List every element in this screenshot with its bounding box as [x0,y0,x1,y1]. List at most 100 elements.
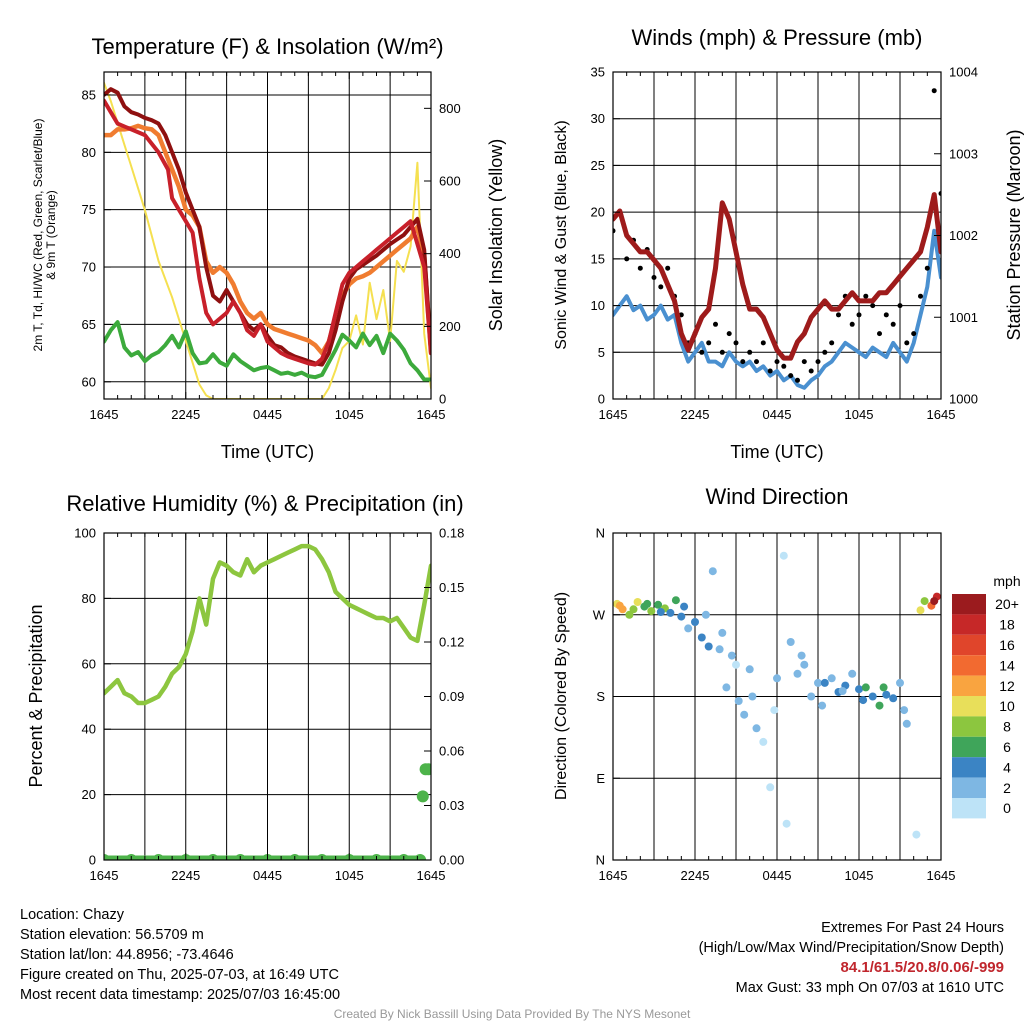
temperature-chart-title: Temperature (F) & Insolation (W/m²) [91,34,443,59]
direction-point [666,608,675,617]
y-tick-label: 65 [82,317,96,332]
gust-point [781,363,787,369]
legend-label: 14 [999,657,1015,673]
winds-y2-label: Station Pressure (Maroon) [1004,129,1024,340]
gust-point [699,349,705,355]
solar-line [104,81,431,399]
credit-text: Created By Nick Bassill Using Data Provi… [333,1007,691,1021]
y-tick-label: 80 [82,145,96,160]
direction-point [732,660,740,669]
direction-point [786,638,795,646]
pressure-line [613,192,941,361]
y-tick-label: S [596,689,605,704]
y-tick-label: W [593,607,606,622]
y2-tick-label: 1001 [949,310,978,325]
gust-point [849,321,855,327]
x-tick-label: 2245 [171,407,200,422]
speed-legend-title: mph [993,573,1020,589]
y-tick-label: 20 [82,787,96,802]
max-gust-text: Max Gust: 33 mph On 07/03 at 1610 UTC [735,980,1004,996]
y-tick-label: N [596,526,605,541]
gust-point [767,368,773,374]
legend-swatch [952,716,986,737]
y2-tick-label: 0.09 [439,689,464,704]
temp-line [104,98,431,367]
wind-direction-chart-title: Wind Direction [705,484,848,509]
temperature-y2-label: Solar Insolation (Yellow) [486,139,506,331]
direction-point [916,606,925,615]
direction-point [647,607,656,616]
y-tick-label: 100 [74,526,96,541]
y-tick-label: 60 [82,656,96,671]
legend-label: 2 [1003,780,1011,796]
y-tick-label: 10 [591,298,605,313]
legend-swatch [952,696,986,717]
direction-point [684,624,693,633]
y2-tick-label: 0.00 [439,853,464,868]
legend-swatch [952,634,986,656]
gust-point [637,265,643,271]
direction-point [625,610,634,619]
gust-point [918,293,923,299]
gust-point [808,368,814,374]
y-tick-label: 35 [591,65,605,80]
x-tick-label: 1645 [417,407,446,422]
direction-point [704,642,713,651]
direction-point [930,597,939,606]
legend-swatch [952,736,986,758]
legend-label: 4 [1003,759,1011,775]
direction-point [677,612,686,621]
winds-y-label: Sonic Wind & Gust (Blue, Black) [553,120,570,349]
x-tick-label: 1645 [927,868,956,883]
legend-label: 16 [999,637,1015,653]
y-tick-label: 20 [591,205,605,220]
gust-point [931,88,937,94]
y-tick-label: 40 [82,722,96,737]
elevation-text: Station elevation: 56.5709 m [20,927,204,943]
gust-point [740,359,746,365]
gust-point [665,265,671,271]
gust-point [795,377,800,383]
gust-point [774,359,780,365]
precip-point [104,854,110,860]
gust-point [801,359,807,365]
x-tick-label: 2245 [171,868,200,883]
y-tick-label: N [596,853,605,868]
direction-point [701,610,710,619]
gust-point [613,228,616,234]
direction-point [848,669,857,678]
gust-point [754,359,759,365]
gust-point [904,340,910,346]
legend-label: 12 [999,678,1015,694]
x-tick-label: 1645 [90,407,119,422]
extremes-description: (High/Low/Max Wind/Precipitation/Snow De… [698,940,1004,956]
direction-point [680,602,689,611]
direction-point [615,601,624,610]
gust-point [829,340,835,346]
direction-point [643,599,652,608]
precip-point [416,790,429,803]
direction-point [882,690,891,699]
figure-created-text: Figure created on Thu, 2025-07-03, at 16… [20,967,339,983]
direction-point [889,694,898,703]
plot-area [613,88,941,390]
direction-point [654,600,663,609]
y-tick-label: 85 [82,87,96,102]
y-tick-label: 5 [598,345,605,360]
gust-point [726,331,732,337]
gust-point [890,321,896,327]
extremes-info: Extremes For Past 24 Hours (High/Low/Max… [699,918,1004,998]
winds-x-label: Time (UTC) [730,442,823,462]
y2-tick-label: 0.12 [439,635,464,650]
latlon-text: Station lat/lon: 44.8956; -73.4646 [20,947,234,963]
direction-point [900,706,909,715]
y2-tick-label: 800 [439,101,461,116]
gust-point [938,191,941,196]
gust-point [733,340,739,346]
legend-label: 10 [999,698,1015,714]
gust-point [822,349,828,355]
direction-point [722,683,731,692]
legend-swatch [952,777,986,798]
direction-point [766,783,775,792]
direction-point [797,651,806,660]
